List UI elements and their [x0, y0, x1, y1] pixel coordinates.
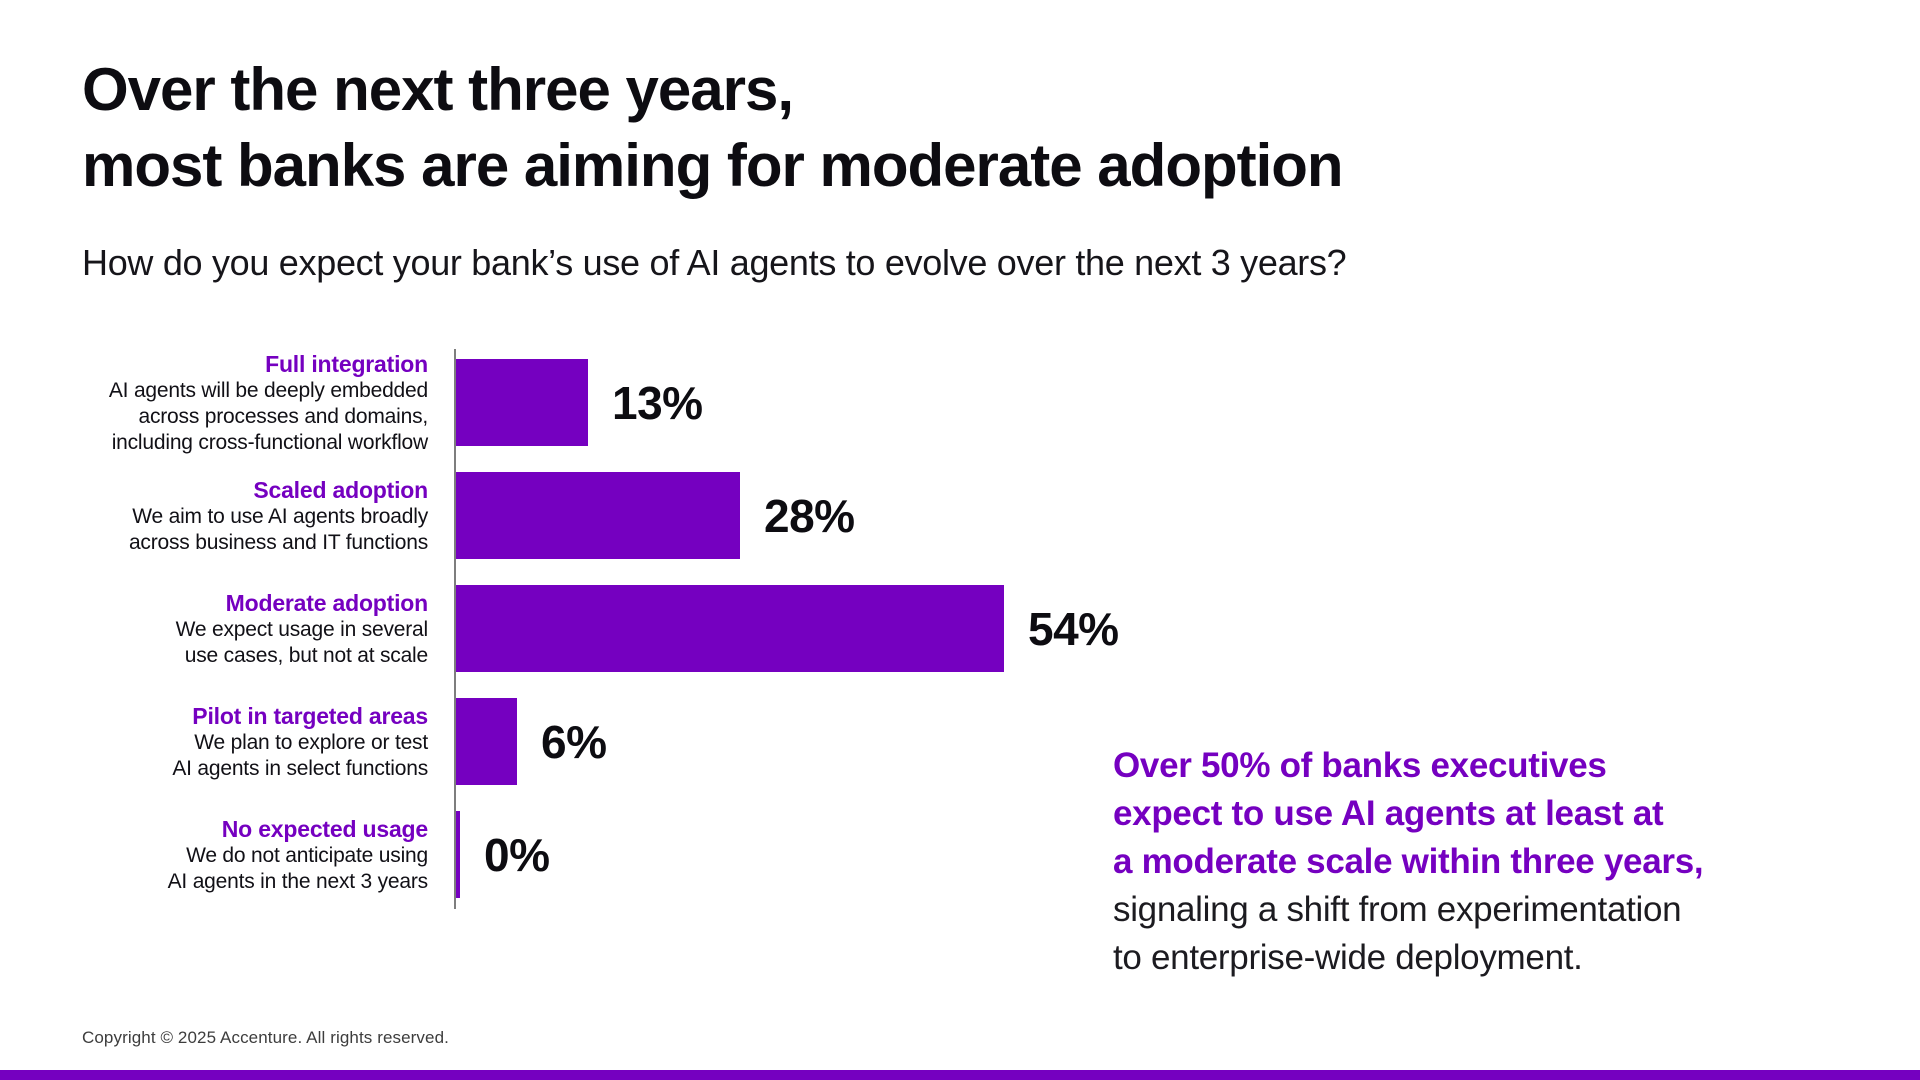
category-label: No expected usage We do not anticipate u… [80, 815, 429, 895]
category-label: Full integration AI agents will be deepl… [80, 350, 428, 456]
bar-scaled-adoption [456, 472, 740, 559]
chart-row-scaled-adoption: Scaled adoption We aim to use AI agents … [80, 459, 1220, 572]
bar-chart: Full integration AI agents will be deepl… [80, 346, 1220, 912]
category-label: Moderate adoption We expect usage in sev… [80, 589, 429, 669]
chart-row-no-usage: No expected usage We do not anticipate u… [80, 798, 1220, 911]
callout-normal-line: signaling a shift from experimentation [1113, 890, 1682, 929]
category-label: Scaled adoption We aim to use AI agents … [80, 476, 428, 556]
bar-moderate-adoption [456, 585, 1004, 672]
category-title: Full integration [265, 350, 428, 377]
category-description: We expect usage in several use cases, bu… [175, 617, 429, 667]
copyright: Copyright © 2025 Accenture. All rights r… [82, 1028, 449, 1047]
bar-zone: 6% [428, 685, 1220, 798]
callout-highlight-line: Over 50% of banks executives [1113, 746, 1607, 785]
category-description: We aim to use AI agents broadly across b… [128, 504, 428, 554]
survey-question: How do you expect your bank’s use of AI … [82, 242, 1347, 283]
callout: Over 50% of banks executives expect to u… [1113, 742, 1873, 982]
page-title: Over the next three years, most banks ar… [82, 52, 1344, 204]
value-label: 0% [484, 828, 550, 881]
callout-normal-line: to enterprise-wide deployment. [1113, 938, 1583, 977]
bar-zone: 13% [428, 346, 1220, 459]
callout-highlight-line: expect to use AI agents at least at [1113, 794, 1664, 833]
bar-pilot [456, 698, 517, 785]
chart-row-pilot: Pilot in targeted areas We plan to explo… [80, 685, 1220, 798]
category-title: Scaled adoption [253, 476, 428, 503]
category-title: No expected usage [221, 815, 428, 842]
value-label: 6% [541, 715, 607, 768]
bar-no-usage [456, 811, 460, 898]
category-label: Pilot in targeted areas We plan to explo… [80, 702, 428, 782]
category-description: We plan to explore or test AI agents in … [172, 730, 428, 780]
value-label: 13% [612, 376, 703, 429]
bar-full-integration [456, 359, 588, 446]
category-description: We do not anticipate using AI agents in … [167, 843, 429, 893]
title-line-2: most banks are aiming for moderate adopt… [82, 132, 1344, 199]
value-label: 54% [1028, 602, 1119, 655]
bar-zone: 28% [428, 459, 1220, 572]
value-label: 28% [764, 489, 855, 542]
category-title: Moderate adoption [225, 589, 429, 616]
axis-line [454, 349, 456, 909]
category-title: Pilot in targeted areas [192, 702, 428, 729]
bar-zone: 54% [428, 572, 1220, 685]
chart-row-full-integration: Full integration AI agents will be deepl… [80, 346, 1220, 459]
bottom-accent-bar [0, 1070, 1920, 1080]
title-line-1: Over the next three years, [82, 56, 794, 123]
bar-zone: 0% [428, 798, 1220, 911]
callout-highlight-line: a moderate scale within three years, [1113, 842, 1704, 881]
chart-row-moderate-adoption: Moderate adoption We expect usage in sev… [80, 572, 1220, 685]
category-description: AI agents will be deeply embedded across… [108, 378, 428, 454]
